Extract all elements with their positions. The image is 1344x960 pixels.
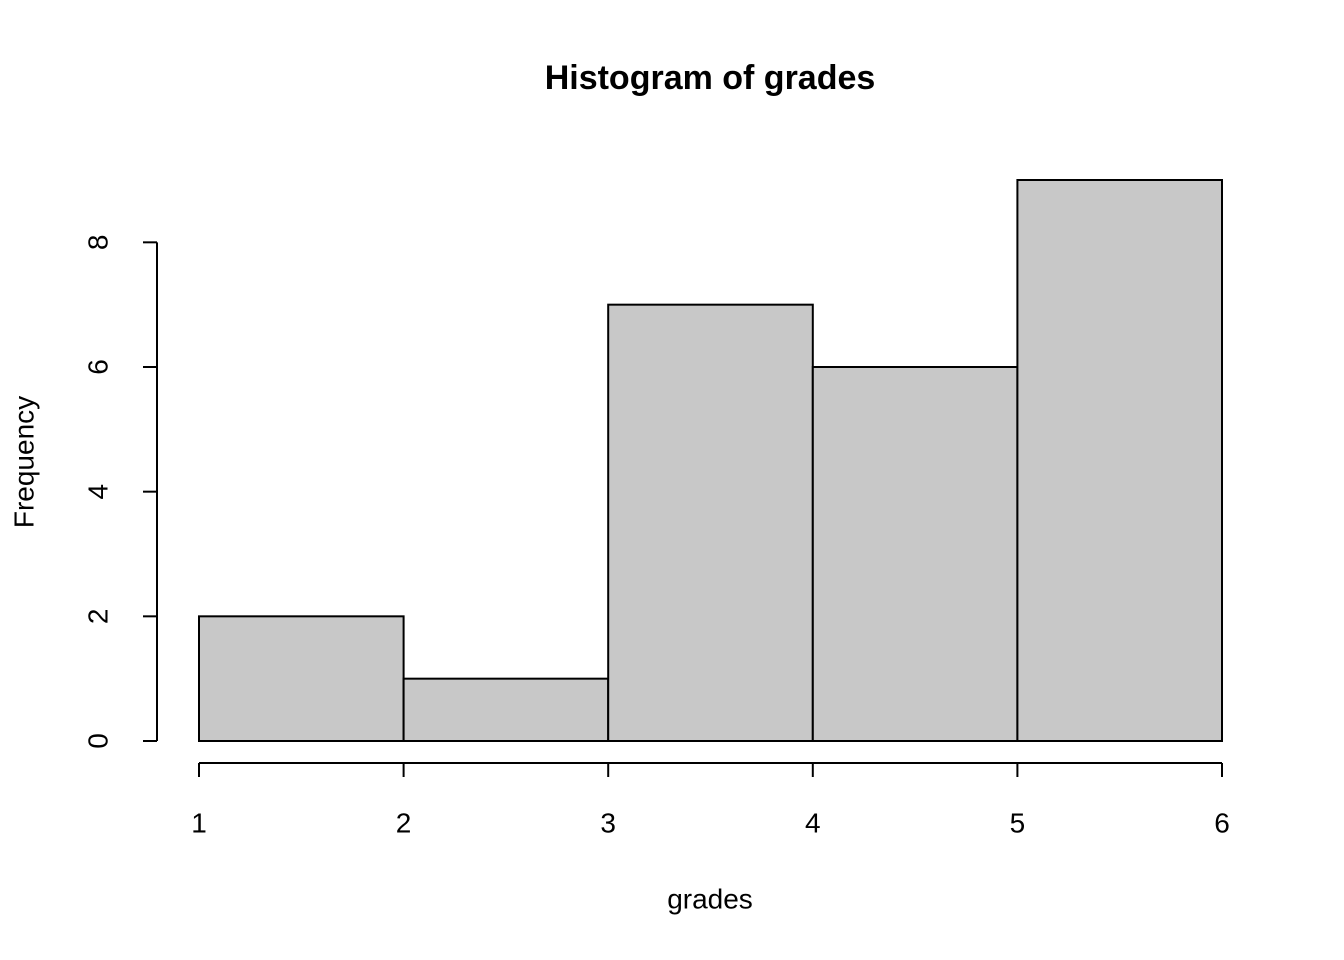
chart-title: Histogram of grades (545, 59, 876, 97)
bar (811, 366, 1019, 742)
x-tick-label: 5 (1010, 807, 1026, 838)
bar (607, 303, 814, 742)
y-tick-label: 6 (82, 359, 113, 375)
x-tick-label: 3 (600, 807, 616, 838)
y-tick-label: 2 (82, 609, 113, 625)
bar (1016, 179, 1224, 742)
x-tick-label: 6 (1214, 807, 1230, 838)
bar (402, 677, 610, 743)
y-tick-label: 0 (82, 733, 113, 749)
bar (198, 615, 405, 742)
x-tick-label: 1 (191, 807, 207, 838)
x-tick-label: 2 (396, 807, 412, 838)
y-tick-label: 8 (82, 235, 113, 251)
x-axis-label: grades (667, 883, 753, 914)
y-tick-label: 4 (82, 484, 113, 500)
x-tick-label: 4 (805, 807, 821, 838)
y-axis-label: Frequency (8, 396, 39, 528)
